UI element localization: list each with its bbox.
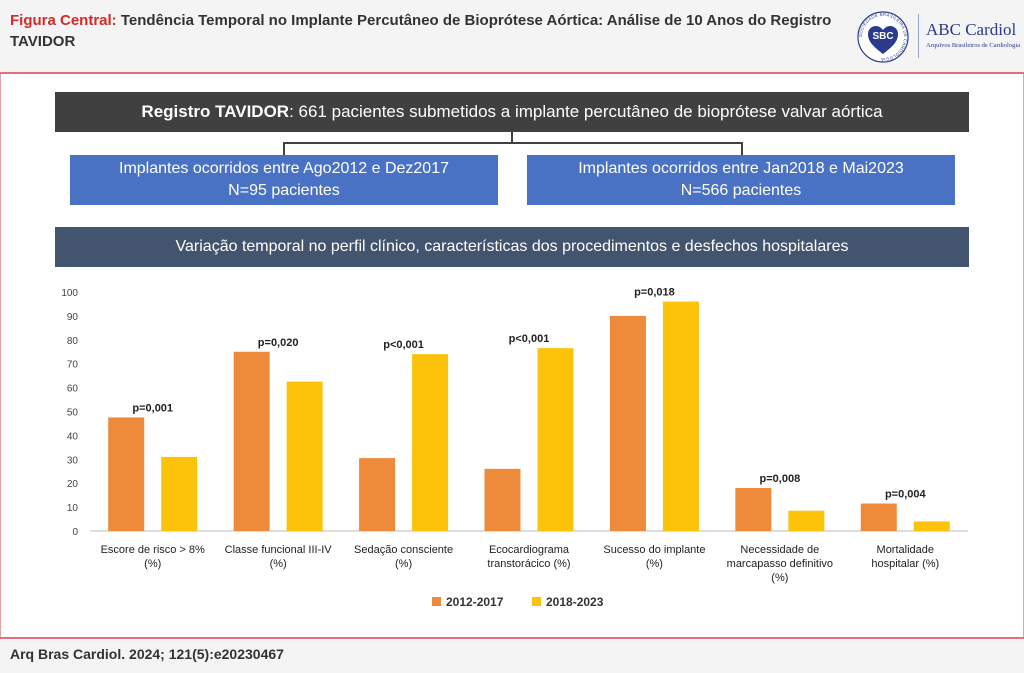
x-category-label: (%): [395, 558, 412, 570]
legend-label: 2018-2023: [546, 595, 604, 609]
bar-2012-2017: [108, 417, 145, 531]
x-category-label: Sedação consciente: [354, 544, 453, 556]
p-value-label: p=0,020: [258, 337, 299, 349]
bar-2018-2023: [286, 381, 323, 531]
legend-label: 2012-2017: [446, 595, 504, 609]
bar-2018-2023: [537, 348, 574, 531]
registry-banner: Registro TAVIDOR: 661 pacientes submetid…: [55, 92, 969, 132]
logo-separator: [918, 14, 919, 58]
y-tick-label: 80: [67, 336, 79, 347]
bar-2012-2017: [359, 458, 396, 531]
connector-left: [283, 142, 285, 155]
registry-name: Registro TAVIDOR: [141, 102, 290, 121]
p-value-label: p=0,004: [885, 489, 927, 501]
bar-2018-2023: [412, 354, 449, 531]
y-tick-label: 20: [67, 479, 79, 490]
figure-footer: Arq Bras Cardiol. 2024; 121(5):e20230467: [0, 637, 1024, 673]
heart-icon: [868, 26, 898, 54]
bar-2012-2017: [735, 487, 772, 531]
x-category-label: Mortalidade: [877, 544, 934, 556]
group-box-line2: N=95 pacientes: [228, 182, 340, 199]
p-value-label: p<0,001: [509, 333, 550, 345]
bar-2018-2023: [913, 521, 950, 531]
x-category-label: transtorácico (%): [487, 558, 570, 570]
p-value-label: p=0,018: [634, 287, 675, 299]
bar-2018-2023: [788, 510, 825, 531]
group-box-2018-2023: Implantes ocorridos entre Jan2018 e Mai2…: [527, 155, 955, 205]
y-tick-label: 0: [72, 527, 78, 538]
bar-2012-2017: [609, 315, 646, 531]
bar-2018-2023: [662, 301, 699, 531]
y-tick-label: 60: [67, 384, 79, 395]
bar-chart: 0 10 20 30 40 50 60 70 80 90 100 p=0,001 Escore de r…: [61, 287, 968, 609]
abc-cardiol-logo: ABC Cardiol: [926, 20, 1017, 39]
connector-horizontal: [283, 142, 743, 144]
x-category-label: Classe funcional III-IV: [225, 544, 333, 556]
x-category-label: hospitalar (%): [871, 558, 939, 570]
connector-vertical: [511, 132, 513, 143]
x-category-label: Necessidade de: [740, 544, 819, 556]
bar-2012-2017: [484, 468, 521, 531]
legend-swatch-2012-2017: [432, 597, 441, 606]
bar-2012-2017: [860, 503, 897, 531]
figure-title: Figura Central: Tendência Temporal no Im…: [10, 10, 840, 52]
x-category-label: Escore de risco > 8%: [101, 544, 205, 556]
y-tick-label: 40: [67, 431, 79, 442]
figure-title-text: Tendência Temporal no Implante Percutâne…: [10, 12, 832, 50]
p-value-label: p=0,008: [760, 473, 801, 485]
abc-cardiol-subtitle: Arquivos Brasileiros de Cardiologia: [926, 42, 1021, 49]
x-category-label: (%): [144, 558, 161, 570]
section-title-bar: Variação temporal no perfil clínico, car…: [55, 227, 969, 267]
group-box-line2: N=566 pacientes: [680, 182, 802, 199]
figure-header: Figura Central: Tendência Temporal no Im…: [0, 0, 1024, 74]
group-box-2012-2017: Implantes ocorridos entre Ago2012 e Dez2…: [70, 155, 498, 205]
connector-right: [741, 142, 743, 155]
x-category-label: (%): [270, 558, 287, 570]
p-value-label: p<0,001: [383, 339, 424, 351]
x-category-label: Sucesso do implante: [603, 544, 705, 556]
bar-2018-2023: [161, 456, 198, 531]
y-tick-label: 100: [61, 288, 78, 299]
x-category-label: marcapasso definitivo: [727, 558, 833, 570]
registry-description: : 661 pacientes submetidos a implante pe…: [289, 102, 883, 121]
group-box-line1: Implantes ocorridos entre Jan2018 e Mai2…: [578, 160, 904, 177]
y-tick-label: 90: [67, 312, 79, 323]
sbc-logo: SOCIEDADE BRASILEIRA DE CARDIOLOGIA SBC: [857, 11, 909, 63]
bar-2012-2017: [233, 351, 270, 531]
citation: Arq Bras Cardiol. 2024; 121(5):e20230467: [10, 646, 284, 662]
x-category-label: (%): [646, 558, 663, 570]
y-tick-label: 50: [67, 408, 79, 419]
legend-swatch-2018-2023: [532, 597, 541, 606]
y-tick-label: 70: [67, 360, 79, 371]
p-value-label: p=0,001: [132, 402, 173, 414]
y-tick-label: 30: [67, 455, 79, 466]
x-category-label: Ecocardiograma: [489, 544, 570, 556]
x-category-label: (%): [771, 572, 788, 584]
group-box-line1: Implantes ocorridos entre Ago2012 e Dez2…: [119, 160, 449, 177]
sbc-logo-text: SBC: [872, 31, 893, 42]
figure-title-lead: Figura Central:: [10, 12, 117, 29]
y-tick-label: 10: [67, 503, 79, 514]
